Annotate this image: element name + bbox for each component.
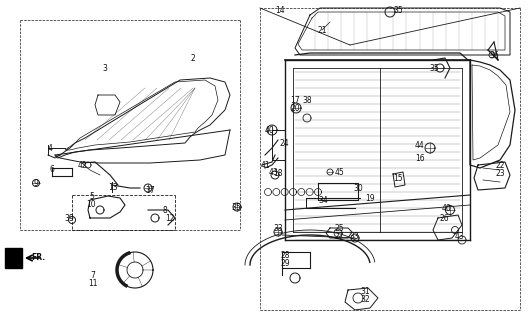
Text: 29: 29 bbox=[280, 259, 290, 268]
Text: 34: 34 bbox=[318, 196, 328, 204]
Text: 39: 39 bbox=[64, 213, 74, 222]
Text: 40: 40 bbox=[265, 125, 275, 134]
Text: 28: 28 bbox=[280, 251, 290, 260]
Text: 9: 9 bbox=[34, 179, 38, 188]
Text: 31: 31 bbox=[360, 287, 370, 297]
Text: 38: 38 bbox=[302, 95, 312, 105]
Text: 10: 10 bbox=[86, 199, 96, 209]
Text: 21: 21 bbox=[317, 26, 327, 35]
Text: 43: 43 bbox=[455, 231, 465, 241]
Text: 17: 17 bbox=[290, 95, 300, 105]
Text: 37: 37 bbox=[145, 186, 155, 195]
Text: 30: 30 bbox=[353, 183, 363, 193]
Text: 32: 32 bbox=[360, 295, 370, 305]
Text: 2: 2 bbox=[190, 53, 195, 62]
Text: 7: 7 bbox=[90, 271, 95, 281]
Text: 43: 43 bbox=[269, 167, 279, 177]
Text: 35: 35 bbox=[393, 5, 403, 14]
Text: 11: 11 bbox=[88, 278, 98, 287]
Text: 20: 20 bbox=[290, 103, 300, 113]
Text: FR.: FR. bbox=[31, 253, 45, 262]
Text: 27: 27 bbox=[334, 231, 344, 241]
Text: 4: 4 bbox=[47, 143, 53, 153]
Text: 40: 40 bbox=[442, 204, 452, 212]
Text: 45: 45 bbox=[335, 167, 345, 177]
Text: 25: 25 bbox=[334, 223, 344, 233]
Text: 14: 14 bbox=[275, 5, 285, 14]
Text: 33: 33 bbox=[349, 231, 359, 241]
Text: 13: 13 bbox=[108, 182, 118, 191]
Text: 44: 44 bbox=[415, 140, 425, 149]
Text: 36: 36 bbox=[489, 51, 499, 60]
Text: 24: 24 bbox=[279, 139, 289, 148]
Text: 23: 23 bbox=[495, 169, 505, 178]
Text: 41: 41 bbox=[260, 161, 270, 170]
Text: 3: 3 bbox=[103, 63, 107, 73]
Text: 18: 18 bbox=[273, 169, 282, 178]
Polygon shape bbox=[5, 248, 22, 268]
Text: 16: 16 bbox=[415, 154, 425, 163]
Text: 12: 12 bbox=[165, 213, 174, 222]
Text: 35: 35 bbox=[231, 203, 241, 212]
Text: 33: 33 bbox=[273, 223, 283, 233]
Text: 26: 26 bbox=[439, 213, 449, 222]
Text: 35: 35 bbox=[429, 63, 439, 73]
Text: 22: 22 bbox=[495, 161, 505, 170]
Text: 19: 19 bbox=[365, 194, 375, 203]
Text: 5: 5 bbox=[89, 191, 95, 201]
Text: 42: 42 bbox=[77, 161, 87, 170]
Text: 15: 15 bbox=[393, 173, 403, 182]
Text: 6: 6 bbox=[49, 164, 54, 173]
Text: 8: 8 bbox=[163, 205, 168, 214]
